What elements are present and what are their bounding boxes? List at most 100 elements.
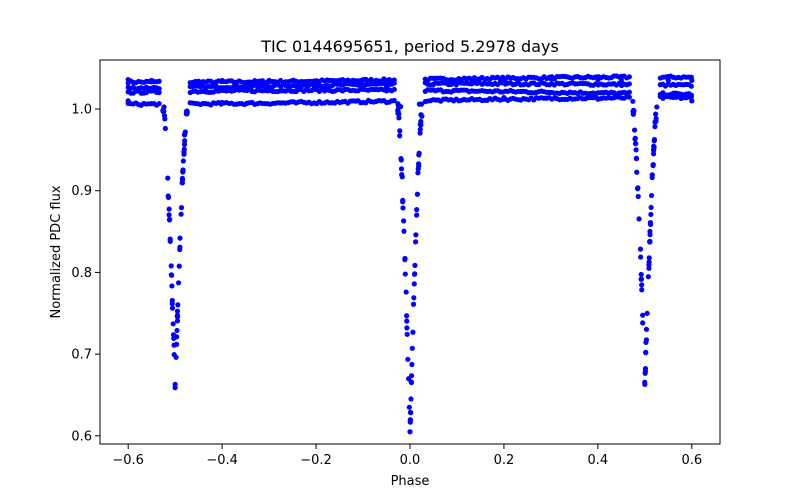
eclipse-point (396, 115, 402, 121)
data-point (313, 100, 319, 106)
eclipse-point (640, 320, 646, 326)
eclipse-point (407, 409, 414, 416)
eclipse-point (404, 318, 410, 324)
eclipse-point (178, 211, 184, 217)
eclipse-point (651, 146, 657, 152)
eclipse-point (162, 116, 168, 122)
eclipse-point (643, 350, 649, 356)
eclipse-point (644, 310, 650, 316)
baseline-point (391, 80, 397, 86)
baseline-point (391, 97, 397, 104)
eclipse-point (402, 257, 408, 263)
eclipse-point (174, 318, 181, 324)
data-points (125, 73, 695, 435)
eclipse-point (170, 321, 176, 327)
x-axis-label: Phase (391, 474, 430, 489)
eclipse-point (653, 111, 659, 117)
eclipse-point (168, 263, 174, 269)
eclipse-point (637, 246, 644, 252)
eclipse-point (632, 127, 638, 133)
eclipse-point (182, 129, 188, 135)
data-point (172, 381, 178, 387)
eclipse-point (181, 141, 188, 148)
eclipse-point (412, 262, 418, 269)
eclipse-point (647, 228, 653, 235)
y-axis-label: Normalized PDC flux (49, 185, 64, 318)
x-tick-label: −0.2 (300, 453, 332, 468)
data-point (125, 77, 131, 83)
eclipse-point (633, 156, 640, 162)
eclipse-point (179, 177, 186, 183)
eclipse-point (181, 151, 187, 157)
eclipse-point (404, 313, 410, 319)
eclipse-point (639, 287, 645, 293)
baseline-point (626, 89, 632, 95)
x-tick-label: 0.6 (681, 453, 702, 468)
eclipse-point (407, 417, 413, 423)
baseline-point (156, 100, 162, 107)
eclipse-point (654, 104, 660, 110)
eclipse-point (402, 271, 408, 277)
eclipse-point (642, 365, 649, 372)
data-point (642, 381, 648, 387)
baseline-point (391, 86, 397, 93)
eclipse-point (639, 282, 645, 288)
eclipse-point (165, 175, 171, 181)
eclipse-point (398, 157, 404, 163)
eclipse-point (397, 133, 403, 139)
y-tick-label: 0.8 (71, 266, 92, 281)
eclipse-point (411, 271, 418, 277)
eclipse-point (171, 351, 177, 358)
eclipse-point (648, 211, 654, 218)
data-point (689, 98, 695, 104)
eclipse-point (171, 342, 177, 348)
eclipse-point (177, 235, 183, 241)
eclipse-point (404, 325, 410, 331)
eclipse-point (174, 308, 181, 314)
eclipse-point (169, 283, 175, 289)
eclipse-point (400, 197, 406, 203)
eclipse-point (178, 205, 185, 211)
eclipse-point (405, 356, 411, 362)
x-tick-label: −0.6 (112, 453, 144, 468)
eclipse-point (642, 370, 648, 376)
data-point (125, 98, 131, 104)
eclipse-point (412, 239, 419, 245)
eclipse-point (174, 314, 181, 320)
eclipse-point (398, 166, 405, 172)
eclipse-point (395, 108, 401, 114)
eclipse-point (414, 207, 420, 213)
y-tick-label: 0.9 (71, 184, 92, 199)
eclipse-point (411, 281, 417, 287)
eclipse-point (630, 98, 636, 104)
eclipse-point (415, 166, 421, 172)
eclipse-point (648, 204, 654, 210)
eclipse-point (634, 186, 641, 192)
y-tick-label: 0.7 (71, 348, 92, 363)
eclipse-point (162, 125, 168, 132)
eclipse-point (631, 108, 637, 114)
eclipse-point (167, 216, 173, 223)
eclipse-point (415, 170, 421, 176)
eclipse-point (175, 302, 181, 308)
data-point (454, 79, 460, 85)
eclipse-point (182, 138, 188, 144)
eclipse-point (418, 118, 424, 125)
y-tick-label: 0.6 (71, 429, 92, 444)
data-point (407, 429, 413, 435)
data-point (196, 78, 202, 84)
eclipse-point (640, 312, 646, 318)
eclipse-point (649, 174, 655, 181)
y-tick-label: 1.0 (71, 103, 92, 118)
eclipse-point (397, 128, 403, 134)
eclipse-point (400, 205, 406, 211)
eclipse-point (638, 254, 644, 260)
eclipse-point (648, 192, 655, 199)
eclipse-point (652, 124, 658, 130)
eclipse-point (414, 212, 420, 218)
eclipse-point (651, 137, 658, 143)
eclipse-point (650, 162, 656, 169)
eclipse-point (167, 236, 173, 242)
